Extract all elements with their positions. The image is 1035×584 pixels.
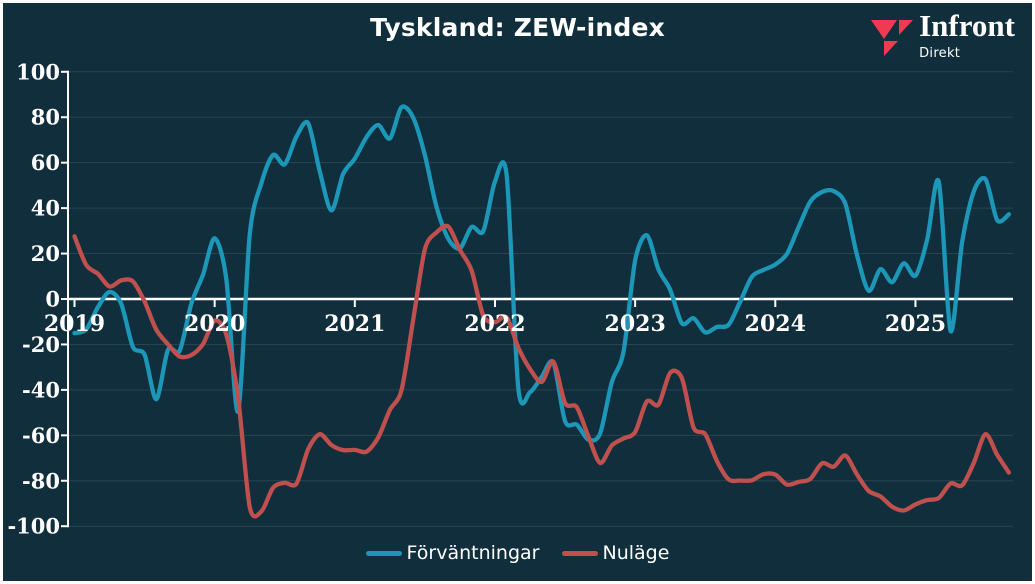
infront-direkt-logo: Infront Direkt <box>869 8 1015 61</box>
nulage-line-swatch <box>561 550 598 556</box>
legend-item-nulage: Nuläge <box>561 542 670 564</box>
chart-legend: Förväntningar Nuläge <box>0 542 1035 564</box>
logo-text: Infront Direkt <box>919 8 1015 61</box>
y-axis-label: -80 <box>22 468 60 493</box>
legend-item-forvantningar: Förväntningar <box>365 542 540 564</box>
y-axis-label: -20 <box>22 332 60 357</box>
y-axis-label: 80 <box>31 105 60 130</box>
x-axis-label: 2025 <box>885 311 946 337</box>
y-axis-label: 20 <box>31 241 60 266</box>
nulage-legend-label: Nuläge <box>602 542 670 564</box>
y-axis-label: 60 <box>31 150 60 175</box>
x-axis-label: 2020 <box>184 311 245 337</box>
y-axis-label: 0 <box>45 287 60 312</box>
y-axis-label: 100 <box>16 59 60 84</box>
nulage-line <box>72 223 1012 519</box>
x-axis-label: 2023 <box>605 311 666 337</box>
infront-logo-icon <box>871 20 914 56</box>
logo-sub-name: Direkt <box>919 45 961 61</box>
x-axis-label: 2019 <box>44 311 105 337</box>
x-axis-label: 2021 <box>324 311 385 337</box>
x-axis-label: 2022 <box>464 311 525 337</box>
y-axis-label: -60 <box>22 423 60 448</box>
y-axis-label: -40 <box>22 377 60 402</box>
forvantningar-line-swatch <box>365 550 402 556</box>
y-axis-label: 40 <box>31 196 60 221</box>
x-axis-label: 2024 <box>745 311 806 337</box>
logo-brand-name: Infront <box>919 8 1015 43</box>
chart-title: Tyskland: ZEW-index <box>370 13 665 42</box>
forvantningar-legend-label: Förväntningar <box>406 542 540 564</box>
y-axis-label: -100 <box>7 514 60 539</box>
